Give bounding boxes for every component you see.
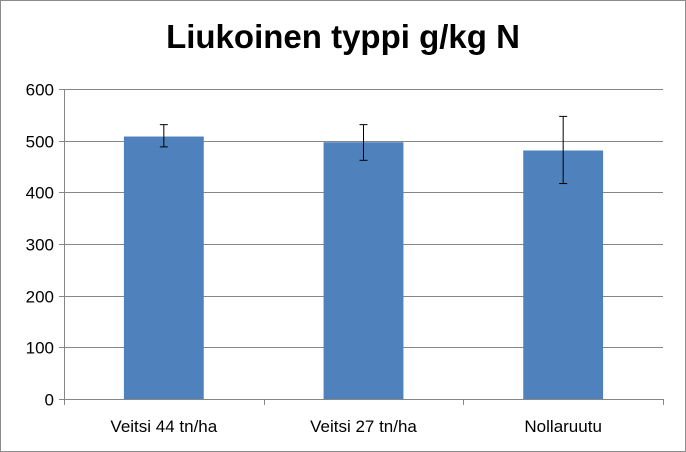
y-tick-label: 400: [26, 184, 54, 203]
chart-title: Liukoinen typpi g/kg N: [166, 18, 520, 55]
bar: [123, 136, 204, 400]
axes: [59, 89, 664, 405]
tick-labels: 0 100 200 300 400 500 600 Veitsi 44 tn/ha Veitsi…: [26, 81, 602, 437]
bars: [123, 136, 604, 400]
y-tick-label: 500: [26, 133, 54, 152]
x-tick-label: Nollaruutu: [524, 417, 602, 436]
bar: [523, 150, 604, 399]
y-tick-label: 300: [26, 236, 54, 255]
x-tick-label: Veitsi 44 tn/ha: [110, 417, 217, 436]
y-tick-label: 600: [26, 81, 54, 100]
bar: [323, 142, 404, 399]
y-tick-label: 200: [26, 288, 54, 307]
x-tick-label: Veitsi 27 tn/ha: [310, 417, 417, 436]
error-bars: [159, 115, 568, 185]
y-tick-label: 100: [26, 339, 54, 358]
y-tick-label: 0: [45, 391, 54, 410]
